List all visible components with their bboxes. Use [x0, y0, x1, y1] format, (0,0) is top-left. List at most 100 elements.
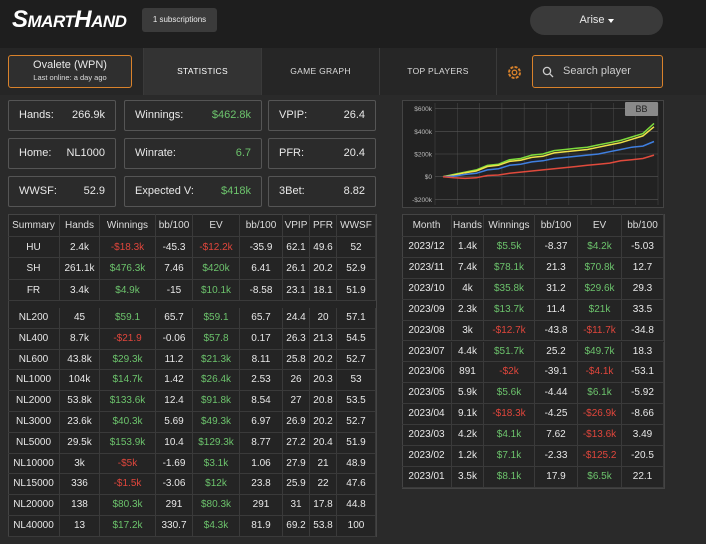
header-cell: bb/100 [622, 214, 664, 237]
table-cell: 20.2 [310, 349, 337, 371]
table-cell: NL2000 [8, 391, 60, 412]
table-cell: 7.46 [156, 258, 193, 280]
table-cell: 9.1k [452, 404, 484, 426]
table-cell: -43.8 [535, 320, 578, 342]
table-cell: $59.1 [193, 308, 240, 329]
table-cell: 12.4 [156, 391, 193, 412]
table-cell: -34.8 [622, 320, 664, 342]
header-cell: bb/100 [240, 214, 283, 237]
table-cell: $5.6k [484, 383, 535, 405]
table-cell: 29.5k [60, 432, 100, 454]
tab[interactable]: STATISTICS [143, 48, 261, 95]
table-cell: $26.4k [193, 370, 240, 392]
header-cell: Month [402, 214, 452, 237]
table-cell: -$1.5k [100, 474, 156, 496]
stat-label: WWSF: [19, 185, 57, 197]
table-cell: $49.7k [578, 341, 622, 363]
table-cell: -$18.3k [100, 237, 156, 259]
table-cell: 53.5 [337, 391, 376, 412]
table-cell: 3.4k [60, 279, 100, 301]
user-menu[interactable]: Arise [530, 6, 663, 35]
settings-icon[interactable] [506, 64, 523, 81]
table-cell: 25.8 [283, 349, 310, 371]
table-cell: $21.3k [193, 349, 240, 371]
table-cell: 23.1 [283, 279, 310, 301]
table-cell: 27.2 [283, 432, 310, 454]
table-cell: 10.4 [156, 432, 193, 454]
table-cell: 52.7 [337, 412, 376, 433]
table-cell: 11.4 [535, 299, 578, 321]
table-cell: 2023/08 [402, 320, 452, 342]
table-cell: 26.1 [283, 258, 310, 280]
search-input[interactable]: Search player [532, 55, 663, 88]
tab[interactable]: TOP PLAYERS [379, 48, 497, 95]
subscriptions-button[interactable]: 1 subscriptions [142, 8, 217, 32]
table-cell: 291 [240, 495, 283, 516]
table-cell: -$125.2 [578, 446, 622, 467]
table-cell: 2023/04 [402, 404, 452, 426]
table-cell: 4.4k [452, 341, 484, 363]
table-cell: 23.8 [240, 474, 283, 496]
table-cell: 2023/06 [402, 362, 452, 384]
table-cell: 18.1 [310, 279, 337, 301]
table-cell: 57.1 [337, 308, 376, 329]
table-cell: NL10000 [8, 453, 60, 475]
table-cell: 5.9k [452, 383, 484, 405]
table-cell: -$2k [484, 362, 535, 384]
table-cell: 12.7 [622, 257, 664, 279]
table-cell: NL40000 [8, 516, 60, 537]
stat-label: 3Bet: [279, 185, 305, 197]
table-cell: $70.8k [578, 257, 622, 279]
table-cell: 29.3 [622, 278, 664, 300]
table-cell: $80.3k [193, 495, 240, 516]
table-cell: -$11.7k [578, 320, 622, 342]
table-cell: 22 [310, 474, 337, 496]
stat-label: PFR: [279, 147, 305, 159]
stat-value: 266.9k [71, 109, 105, 121]
table-cell: 6.41 [240, 258, 283, 280]
logo[interactable]: SmartHand [12, 6, 127, 33]
table-cell: 51.9 [337, 432, 376, 454]
graph-line [442, 126, 655, 178]
table-cell: $6.1k [578, 383, 622, 405]
table-cell: NL400 [8, 328, 60, 350]
table-cell: -$5k [100, 453, 156, 475]
table-cell: 65.7 [240, 308, 283, 329]
table-cell: 47.6 [337, 474, 376, 496]
tab[interactable]: GAME GRAPH [261, 48, 379, 95]
table-cell: -2.33 [535, 446, 578, 467]
table-cell: 44.8 [337, 495, 376, 516]
y-tick-label: $600k [414, 106, 432, 113]
table-cell: 54.5 [337, 328, 376, 350]
table-cell: -53.1 [622, 362, 664, 384]
table-cell: 62.1 [283, 237, 310, 259]
bb-button[interactable] [625, 102, 658, 116]
table-cell: 48.9 [337, 453, 376, 475]
header-cell: Winnings [484, 214, 535, 237]
table-cell: NL1000 [8, 370, 60, 392]
table-cell: 21 [310, 453, 337, 475]
table-cell: $7.1k [484, 446, 535, 467]
graph-panel: $600k $400k $200k $0 -$200k BB [402, 100, 664, 208]
graph-line [442, 122, 655, 178]
table-cell: 20.3 [310, 370, 337, 392]
table-cell: 104k [60, 370, 100, 392]
table-cell: $21k [578, 299, 622, 321]
table-cell: 7.62 [535, 425, 578, 446]
table-cell: -3.06 [156, 474, 193, 496]
table-cell: -$18.3k [484, 404, 535, 426]
table-cell: 13 [60, 516, 100, 537]
table-cell: 51.9 [337, 279, 376, 301]
table-cell: 26.9 [283, 412, 310, 433]
header-cell: WWSF [337, 214, 376, 237]
table-cell: $51.7k [484, 341, 535, 363]
table-cell: 8.77 [240, 432, 283, 454]
table-cell: -$21.9 [100, 328, 156, 350]
player-card[interactable]: Ovalete (WPN) Last online: a day ago [8, 55, 132, 88]
graph-line [442, 154, 655, 180]
stat-value: 26.4 [343, 109, 365, 121]
table-cell: -1.69 [156, 453, 193, 475]
table-cell: 52 [337, 237, 376, 259]
table-cell: 2023/07 [402, 341, 452, 363]
table-cell: 20.8 [310, 391, 337, 412]
